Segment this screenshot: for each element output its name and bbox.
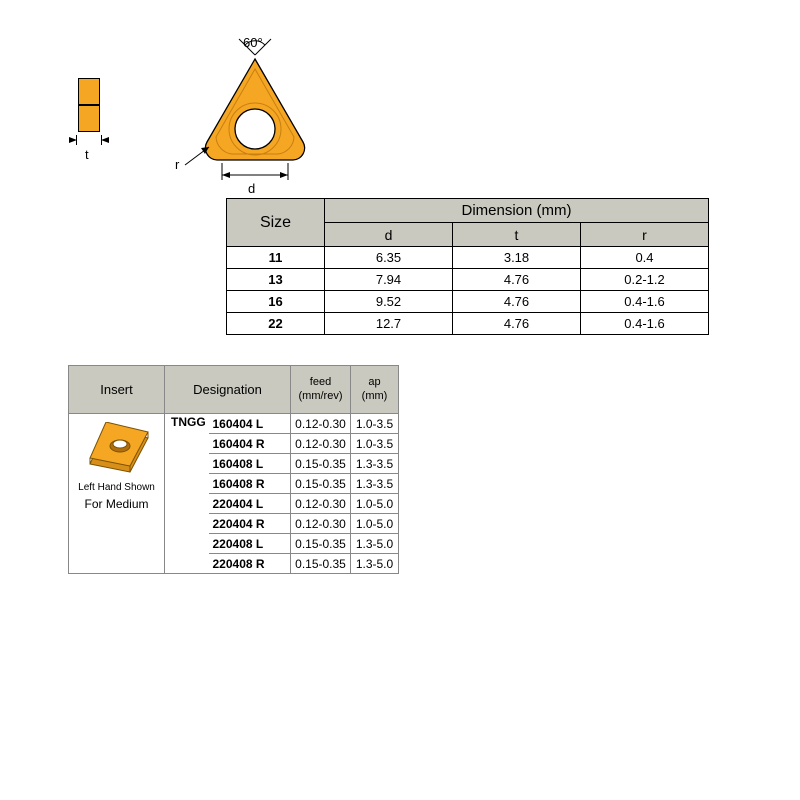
cell-d: 7.94: [325, 269, 453, 291]
cell-ap: 1.0-5.0: [351, 514, 399, 534]
cell-ap: 1.3-5.0: [351, 534, 399, 554]
header-size: Size: [227, 199, 325, 247]
cell-ap: 1.3-3.5: [351, 474, 399, 494]
cell-feed: 0.15-0.35: [291, 474, 351, 494]
cell-feed: 0.15-0.35: [291, 454, 351, 474]
cell-t: 3.18: [453, 247, 581, 269]
table-row: 169.524.760.4-1.6: [227, 291, 709, 313]
insert-image-cell: Left Hand ShownFor Medium: [69, 414, 165, 574]
insert-caption-1: Left Hand Shown: [70, 480, 163, 495]
cell-r: 0.4-1.6: [581, 313, 709, 335]
angle-label: 60°: [243, 35, 263, 50]
table-row: Size Dimension (mm): [227, 199, 709, 223]
cell-ap: 1.3-5.0: [351, 554, 399, 574]
cell-r: 0.2-1.2: [581, 269, 709, 291]
table-row: 2212.74.760.4-1.6: [227, 313, 709, 335]
header-d: d: [325, 223, 453, 247]
cell-feed: 0.12-0.30: [291, 414, 351, 434]
cell-ap: 1.0-3.5: [351, 434, 399, 454]
d-label: d: [248, 181, 255, 196]
cell-r: 0.4-1.6: [581, 291, 709, 313]
triangle-svg: [175, 35, 345, 195]
insert-caption-2: For Medium: [70, 495, 163, 513]
cell-ap: 1.0-3.5: [351, 414, 399, 434]
cell-size: 22: [227, 313, 325, 335]
cell-d: 9.52: [325, 291, 453, 313]
dimension-table: Size Dimension (mm) d t r 116.353.180.41…: [226, 198, 709, 335]
table-row: 116.353.180.4: [227, 247, 709, 269]
designation-code: 160408 R: [209, 474, 291, 494]
cell-feed: 0.15-0.35: [291, 554, 351, 574]
designation-code: 220408 L: [209, 534, 291, 554]
header-ap: ap (mm): [351, 366, 399, 414]
dim-t: t: [76, 135, 102, 145]
side-view-diagram: t: [78, 78, 100, 133]
cell-ap: 1.0-5.0: [351, 494, 399, 514]
header-r: r: [581, 223, 709, 247]
table-row: 137.944.760.2-1.2: [227, 269, 709, 291]
header-designation: Designation: [165, 366, 291, 414]
cell-feed: 0.12-0.30: [291, 494, 351, 514]
cell-size: 11: [227, 247, 325, 269]
page: t 60° r d: [0, 0, 800, 800]
cell-feed: 0.12-0.30: [291, 514, 351, 534]
t-label: t: [85, 147, 89, 162]
table-row: Left Hand ShownFor MediumTNGG160404 L0.1…: [69, 414, 399, 434]
header-insert: Insert: [69, 366, 165, 414]
cell-size: 16: [227, 291, 325, 313]
designation-code: 160404 L: [209, 414, 291, 434]
cell-d: 12.7: [325, 313, 453, 335]
designation-prefix: TNGG: [165, 414, 209, 574]
cell-t: 4.76: [453, 269, 581, 291]
r-label: r: [175, 157, 179, 172]
insert-table: Insert Designation feed (mm/rev) ap (mm)…: [68, 365, 399, 574]
designation-code: 220404 R: [209, 514, 291, 534]
cell-feed: 0.15-0.35: [291, 534, 351, 554]
cell-t: 4.76: [453, 291, 581, 313]
header-feed: feed (mm/rev): [291, 366, 351, 414]
cell-size: 13: [227, 269, 325, 291]
cell-r: 0.4: [581, 247, 709, 269]
header-t: t: [453, 223, 581, 247]
cell-feed: 0.12-0.30: [291, 434, 351, 454]
cell-t: 4.76: [453, 313, 581, 335]
cell-d: 6.35: [325, 247, 453, 269]
side-rect: [78, 78, 100, 133]
header-dimension: Dimension (mm): [325, 199, 709, 223]
designation-code: 160408 L: [209, 454, 291, 474]
designation-code: 220408 R: [209, 554, 291, 574]
insert-icon: [82, 422, 152, 474]
designation-code: 160404 R: [209, 434, 291, 454]
cell-ap: 1.3-3.5: [351, 454, 399, 474]
table-row: Insert Designation feed (mm/rev) ap (mm): [69, 366, 399, 414]
designation-code: 220404 L: [209, 494, 291, 514]
top-view-diagram: 60° r d: [175, 35, 345, 195]
